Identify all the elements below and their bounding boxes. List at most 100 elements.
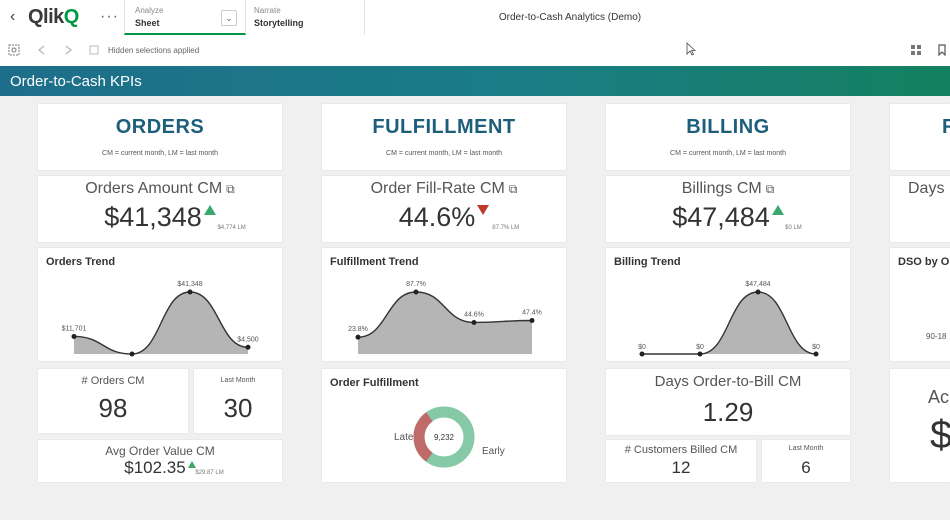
kpi-value: $47,484 $0 LM [606, 202, 850, 233]
trend-up-icon [771, 205, 784, 215]
kpi-last-month: 87.7% LM [492, 225, 520, 231]
trend-point[interactable] [813, 351, 819, 357]
days-order-to-bill-kpi[interactable]: Days Order-to-Bill CM 1.29 [606, 369, 850, 435]
kpi-title-text: Order Fill-Rate CM [370, 180, 505, 197]
chevron-down-icon[interactable]: ⌄ [221, 10, 237, 26]
orders-amount-kpi[interactable]: Orders Amount CM ⧉ $41,348 $4,774 LM [38, 176, 282, 242]
kpi-value: 30 [223, 393, 253, 423]
kpi-value: $41,348 $4,774 LM [38, 202, 282, 233]
kpi-value: $ [930, 413, 950, 457]
trend-point-label: $4,500 [237, 336, 259, 343]
donut-segment-late[interactable] [409, 402, 479, 472]
logo-text: Qlik [28, 6, 64, 28]
orders-trend-chart[interactable]: Orders Trend $11,701 $41,348 $4,500 [38, 248, 282, 361]
chart-title: Billing Trend [614, 256, 681, 268]
trend-up-icon [187, 461, 196, 468]
app-title: Order-to-Cash Analytics (Demo) [498, 12, 642, 23]
trend-point-label: $41,348 [177, 281, 202, 288]
fourth-kpi-card[interactable]: Days [890, 176, 950, 242]
donut-center-value: 9,232 [434, 433, 455, 442]
trend-point[interactable] [697, 351, 703, 357]
orders-last-month-kpi[interactable]: Last Month 30 [194, 369, 282, 433]
fulfillment-section-title: FULFILLMENT [372, 116, 516, 138]
billing-last-month-kpi[interactable]: Last Month 6 [762, 440, 850, 482]
kpi-title: Last Month [788, 445, 824, 452]
selections-tool-icon[interactable] [8, 44, 20, 56]
external-link-icon[interactable]: ⧉ [226, 182, 235, 196]
analyze-label: Analyze [135, 6, 164, 15]
hidden-selections-text: Hidden selections applied [108, 46, 200, 55]
kpi-value: $102.35 $29.87 LM [38, 458, 282, 478]
billing-trend-chart[interactable]: Billing Trend $0 $0 $47,484 $0 [606, 248, 850, 361]
trend-point[interactable] [245, 344, 251, 350]
chart-title: Order Fulfillment [330, 377, 419, 389]
billing-section-title: BILLING [686, 116, 770, 138]
fourth-trend-card[interactable]: DSO by Or 90-18 [890, 248, 950, 361]
billing-section-subtitle: CM = current month, LM = last month [670, 150, 786, 157]
trend-point[interactable] [413, 289, 419, 295]
trend-point-label: $0 [812, 344, 820, 351]
trend-line [642, 291, 817, 355]
fill-rate-kpi[interactable]: Order Fill-Rate CM ⧉ 44.6% 87.7% LM [322, 176, 566, 242]
kpi-value-text: $41,348 [104, 202, 202, 232]
qlik-logo[interactable]: QlikQ [28, 6, 79, 29]
trend-up-icon [203, 205, 216, 215]
kpi-title: Days [908, 180, 945, 197]
trend-point[interactable] [755, 289, 761, 295]
kpi-value: 1.29 [702, 397, 754, 427]
fourth-bottom-card[interactable]: Ac $ [890, 369, 950, 482]
kpi-title: # Customers Billed CM [624, 444, 738, 456]
bookmark-icon[interactable] [936, 44, 948, 57]
donut-early-label: Early [482, 446, 505, 457]
back-icon[interactable]: ‹ [10, 8, 16, 25]
external-link-icon[interactable]: ⧉ [765, 182, 775, 196]
kpi-title: Order Fill-Rate CM ⧉ [322, 180, 566, 198]
sheet-title: Order-to-Cash KPIs [10, 73, 142, 90]
orders-section-title: ORDERS [115, 116, 205, 138]
fulfillment-trend-svg: 23.8% 87.7% 44.6% 47.4% [348, 281, 542, 354]
trend-point[interactable] [355, 334, 361, 340]
kpi-title: Days Order-to-Bill CM [654, 373, 802, 390]
trend-point[interactable] [129, 351, 135, 357]
fourth-section-title: F [942, 116, 950, 138]
trend-down-icon [477, 205, 490, 215]
more-options-icon[interactable]: ··· [100, 8, 119, 25]
kpi-value: 12 [671, 458, 691, 477]
trend-point[interactable] [529, 317, 535, 323]
step-back-icon[interactable] [36, 44, 48, 56]
kpi-value-text: 44.6% [398, 202, 476, 232]
kpi-value: 98 [98, 393, 128, 423]
clear-selections-icon[interactable] [88, 44, 100, 56]
trend-point-label: 87.7% [406, 281, 426, 288]
order-fulfillment-donut[interactable]: Order Fulfillment 9,232 Late Early [322, 369, 566, 482]
trend-point-label: 44.6% [464, 311, 484, 318]
range-label: 90-18 [926, 332, 947, 341]
trend-point[interactable] [471, 319, 477, 325]
analyze-value: Sheet [135, 18, 160, 28]
step-forward-icon[interactable] [62, 44, 74, 56]
narrate-label: Narrate [254, 6, 281, 15]
kpi-last-month: $29.87 LM [195, 470, 224, 476]
kpi-title: Ac [928, 387, 950, 407]
billings-kpi[interactable]: Billings CM ⧉ $47,484 $0 LM [606, 176, 850, 242]
selection-toolbar: Hidden selections applied [0, 36, 950, 67]
trend-line [357, 291, 533, 338]
tab-narrate[interactable]: Narrate Storytelling [244, 0, 365, 35]
trend-point-label: $0 [638, 344, 646, 351]
fulfillment-trend-chart[interactable]: Fulfillment Trend 23.8% 87.7% 44.6% 47.4% [322, 248, 566, 361]
trend-point[interactable] [71, 333, 77, 339]
sheets-grid-icon[interactable] [910, 44, 922, 56]
orders-count-kpi[interactable]: # Orders CM 98 [38, 369, 188, 433]
fulfillment-section-subtitle: CM = current month, LM = last month [386, 150, 502, 157]
tab-analyze[interactable]: Analyze Sheet ⌄ [124, 0, 246, 35]
kpi-last-month: $0 LM [785, 225, 802, 231]
customers-billed-kpi[interactable]: # Customers Billed CM 12 [606, 440, 756, 482]
external-link-icon[interactable]: ⧉ [508, 182, 518, 196]
avg-order-value-kpi[interactable]: Avg Order Value CM $102.35 $29.87 LM [38, 440, 282, 482]
trend-point[interactable] [639, 351, 645, 357]
trend-point-label: 23.8% [348, 326, 368, 333]
kpi-title: Billings CM ⧉ [606, 180, 850, 198]
kpi-title: Last Month [220, 377, 256, 384]
trend-point[interactable] [187, 289, 193, 295]
donut-svg: 9,232 Late Early [394, 402, 505, 472]
